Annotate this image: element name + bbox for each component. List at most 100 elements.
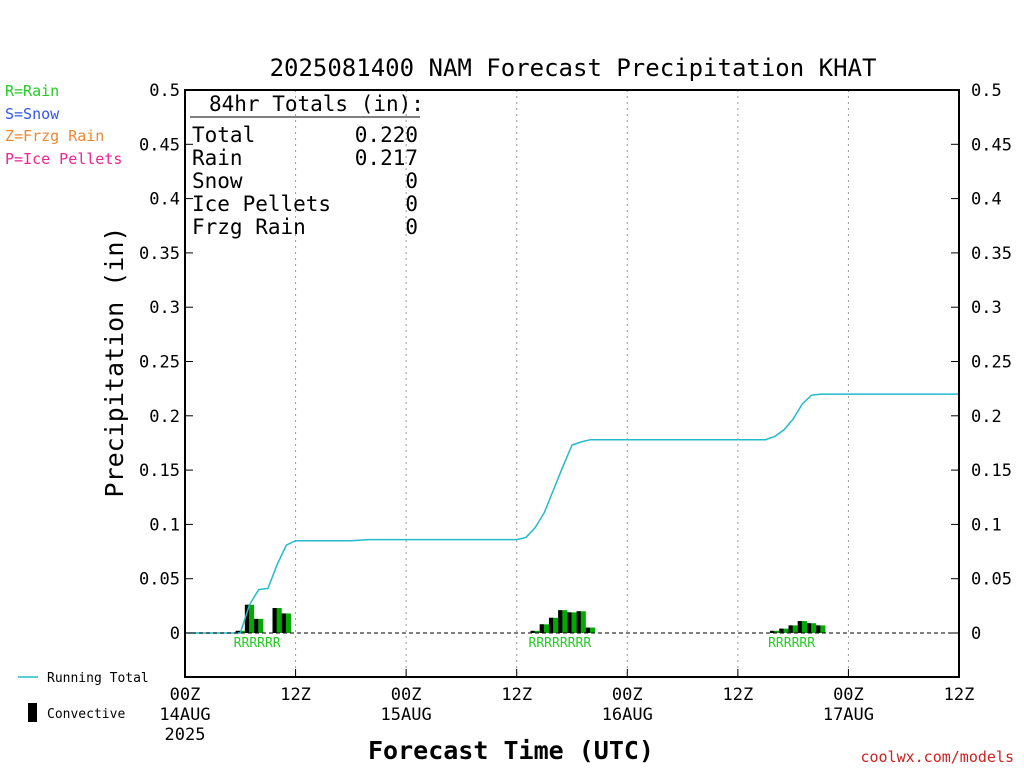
- ytick-label-left-1: 0.05: [139, 570, 180, 590]
- totals-label-frzg-rain: Frzg Rain: [192, 215, 306, 239]
- bar-7: [548, 617, 559, 633]
- bar-11: [585, 627, 596, 633]
- xtick-label-6: 00Z: [833, 685, 864, 705]
- bar-12: [770, 630, 780, 633]
- bars: [235, 604, 826, 633]
- precip-type-label-2: RRRRRR: [768, 636, 815, 651]
- ytick-label-left-7: 0.35: [139, 244, 180, 264]
- ytick-label-right-4: 0.2: [971, 407, 1002, 427]
- bar-convective-14: [788, 625, 793, 633]
- ytick-label-right-1: 0.05: [971, 570, 1012, 590]
- totals-value-rain: 0.217: [355, 146, 418, 170]
- precip-type-label-0: RRRRRR: [234, 636, 281, 651]
- ytick-label-left-2: 0.1: [149, 515, 180, 535]
- ytick-label-left-5: 0.25: [139, 353, 180, 373]
- ytick-label-left-0: 0: [170, 624, 180, 644]
- bar-8: [558, 610, 568, 633]
- gridlines: [295, 90, 849, 677]
- bar-4: [281, 613, 291, 633]
- bar-convective-2: [254, 618, 259, 633]
- bar-5: [530, 630, 540, 633]
- xtick-label-4: 00Z: [612, 685, 643, 705]
- ytick-label-right-2: 0.1: [971, 515, 1002, 535]
- ytick-label-left-9: 0.45: [139, 135, 180, 155]
- precip-type-label-1: RRRRRRRR: [529, 636, 592, 651]
- ytick-label-right-9: 0.45: [971, 135, 1012, 155]
- totals-value-ice-pellets: 0: [405, 192, 418, 216]
- ytick-label-left-8: 0.4: [149, 190, 180, 210]
- xtick-date-6: 17AUG: [823, 705, 874, 725]
- bar-convective-8: [558, 610, 563, 633]
- bar-convective-11: [585, 627, 590, 633]
- bar-convective-17: [816, 625, 821, 633]
- bar-2: [254, 618, 264, 633]
- xtick-date-2: 15AUG: [381, 705, 432, 725]
- ytick-label-right-8: 0.4: [971, 190, 1002, 210]
- bar-convective-7: [548, 617, 554, 633]
- xtick-date-0: 14AUG: [159, 705, 210, 725]
- xtick-label-3: 12Z: [501, 685, 532, 705]
- legend-convective: Convective: [47, 707, 125, 722]
- y-axis-label: Precipitation (in): [100, 227, 129, 498]
- xtick-year-0: 2025: [165, 725, 206, 745]
- ytick-label-left-6: 0.3: [149, 298, 180, 318]
- bar-convective-1: [244, 604, 250, 633]
- totals-label-rain: Rain: [192, 146, 243, 170]
- bar-convective-3: [272, 608, 277, 633]
- bar-convective-12: [770, 630, 775, 633]
- xtick-date-4: 16AUG: [602, 705, 653, 725]
- ytick-label-right-0: 0: [971, 624, 981, 644]
- totals-label-ice-pellets: Ice Pellets: [192, 192, 331, 216]
- bar-3: [272, 608, 282, 633]
- legend-snow: S=Snow: [5, 105, 60, 123]
- bar-convective-16: [806, 623, 812, 633]
- bar-convective-13: [779, 628, 784, 633]
- ytick-label-right-3: 0.15: [971, 461, 1012, 481]
- ytick-label-right-5: 0.25: [971, 353, 1012, 373]
- totals-label-snow: Snow: [192, 169, 243, 193]
- ytick-label-right-7: 0.35: [971, 244, 1012, 264]
- ytick-label-left-10: 0.5: [149, 81, 180, 101]
- bar-16: [806, 623, 817, 633]
- x-axis-label: Forecast Time (UTC): [368, 736, 654, 765]
- bar-convective-5: [530, 630, 535, 633]
- credit-text: coolwx.com/models: [860, 748, 1014, 766]
- legend-running-total: Running Total: [47, 671, 149, 686]
- legend-frzg-rain: Z=Frzg Rain: [5, 127, 104, 145]
- totals-value-total: 0.220: [355, 123, 418, 147]
- bar-convective-6: [539, 624, 544, 633]
- ytick-label-left-4: 0.2: [149, 407, 180, 427]
- legend-rain: R=Rain: [5, 82, 59, 100]
- running-total-line: [185, 393, 959, 634]
- bar-9: [567, 612, 577, 633]
- totals-value-frzg-rain: 0: [405, 215, 418, 239]
- ytick-label-right-10: 0.5: [971, 81, 1002, 101]
- xtick-label-7: 12Z: [944, 685, 975, 705]
- legend-ice-pellets: P=Ice Pellets: [5, 150, 122, 168]
- legend-convective-swatch: [28, 703, 37, 722]
- bar-convective-0: [235, 630, 240, 633]
- bar-convective-15: [797, 621, 802, 633]
- bar-10: [576, 611, 586, 633]
- totals-label-total: Total: [192, 123, 255, 147]
- bar-15: [797, 621, 807, 633]
- precip-type-labels: RRRRRR RRRRRRRR RRRRRR: [234, 636, 816, 651]
- bar-13: [779, 628, 789, 633]
- bar-14: [788, 625, 798, 633]
- bar-1: [244, 604, 255, 633]
- xtick-label-0: 00Z: [170, 685, 201, 705]
- y-axis-ticks: 0 00.05 0.050.1 0.10.15 0.150.2 0.20.25 0.250.…: [139, 81, 1012, 644]
- ytick-label-left-3: 0.15: [139, 461, 180, 481]
- xtick-label-1: 12Z: [280, 685, 311, 705]
- bar-6: [539, 624, 549, 633]
- totals-header: 84hr Totals (in):: [209, 92, 424, 116]
- chart-title: 2025081400 NAM Forecast Precipitation KH…: [270, 54, 877, 82]
- ytick-label-right-6: 0.3: [971, 298, 1002, 318]
- xtick-label-2: 00Z: [391, 685, 422, 705]
- plot-frame: [184, 89, 960, 678]
- totals-box: 84hr Totals (in): Total 0.220 Rain 0.217…: [190, 92, 424, 239]
- xtick-label-5: 12Z: [722, 685, 753, 705]
- running-total-series: [185, 393, 959, 634]
